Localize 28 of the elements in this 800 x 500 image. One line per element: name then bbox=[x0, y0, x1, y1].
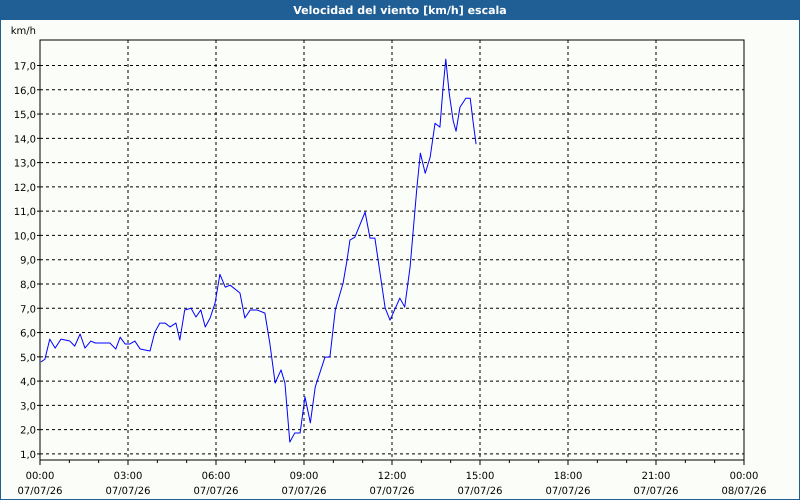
x-tick-label: 00:00 08/07/26 bbox=[722, 471, 766, 497]
y-tick-label: 13,0 bbox=[14, 158, 36, 170]
y-tick-label: 4,0 bbox=[20, 377, 36, 388]
y-tick-label: 14,0 bbox=[14, 134, 36, 146]
y-tick-label: 17,0 bbox=[14, 61, 36, 72]
y-tick-label: 9,0 bbox=[20, 256, 36, 267]
y-axis-title: km/h bbox=[10, 26, 36, 37]
y-tick-label: 3,0 bbox=[20, 401, 36, 412]
y-tick-label: 8,0 bbox=[20, 280, 36, 291]
y-tick-label: 6,0 bbox=[20, 328, 36, 340]
y-tick-label: 1,0 bbox=[20, 450, 36, 461]
y-tick-label: 15,0 bbox=[14, 110, 36, 122]
x-tick-label: 00:00 07/07/26 bbox=[18, 471, 62, 497]
x-tick-label: 18:00 07/07/26 bbox=[546, 471, 590, 497]
x-tick-label: 15:00 07/07/26 bbox=[458, 471, 502, 497]
chart-title: Velocidad del viento [km/h] escala bbox=[293, 4, 507, 17]
y-tick-label: 12,0 bbox=[14, 182, 36, 194]
y-tick-label: 5,0 bbox=[20, 352, 36, 364]
x-tick-label: 06:00 07/07/26 bbox=[194, 471, 238, 497]
y-tick-label: 10,0 bbox=[14, 231, 36, 242]
x-tick-label: 21:00 07/07/26 bbox=[634, 471, 678, 497]
y-tick-label: 16,0 bbox=[14, 86, 36, 97]
y-tick-label: 2,0 bbox=[20, 426, 36, 437]
x-tick-label: 12:00 07/07/26 bbox=[370, 471, 414, 497]
y-tick-label: 11,0 bbox=[14, 207, 36, 218]
x-tick-label: 03:00 07/07/26 bbox=[106, 471, 150, 497]
x-tick-label: 09:00 07/07/26 bbox=[282, 471, 326, 497]
y-tick-label: 7,0 bbox=[20, 304, 36, 316]
